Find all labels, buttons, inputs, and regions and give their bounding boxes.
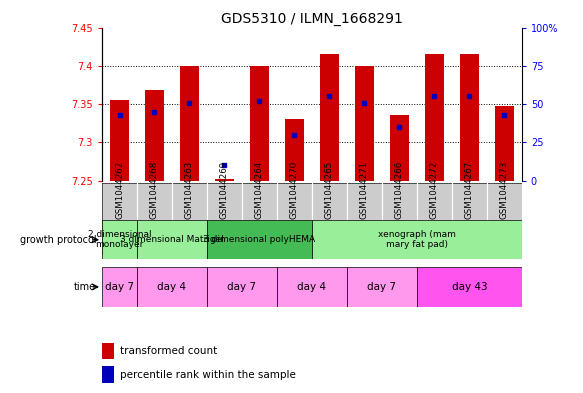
Text: day 7: day 7 — [105, 282, 134, 292]
Text: GSM1044273: GSM1044273 — [500, 161, 509, 219]
Text: GSM1044263: GSM1044263 — [185, 161, 194, 219]
Bar — [277, 267, 347, 307]
Text: GSM1044271: GSM1044271 — [360, 161, 369, 219]
Bar — [180, 66, 199, 181]
Bar — [215, 179, 234, 181]
Text: GSM1044266: GSM1044266 — [395, 161, 404, 219]
Bar — [285, 119, 304, 181]
Text: day 4: day 4 — [297, 282, 326, 292]
Text: transformed count: transformed count — [120, 346, 217, 356]
Bar — [347, 183, 382, 255]
Text: GSM1044272: GSM1044272 — [430, 161, 439, 219]
Bar — [459, 54, 479, 181]
Text: day 7: day 7 — [367, 282, 396, 292]
Text: 2 dimensional
monolayer: 2 dimensional monolayer — [87, 230, 152, 250]
Bar — [102, 183, 137, 255]
Bar — [277, 183, 312, 255]
Bar — [172, 183, 207, 255]
Text: 3 dimensional Matrigel: 3 dimensional Matrigel — [120, 235, 224, 244]
Text: day 43: day 43 — [451, 282, 487, 292]
Text: day 7: day 7 — [227, 282, 257, 292]
Bar — [312, 183, 347, 255]
Text: time: time — [74, 282, 96, 292]
Text: day 4: day 4 — [157, 282, 187, 292]
Bar — [452, 183, 487, 255]
Bar — [319, 54, 339, 181]
Bar — [102, 267, 137, 307]
Text: growth protocol: growth protocol — [20, 235, 96, 245]
Bar — [312, 220, 522, 259]
Text: GSM1044270: GSM1044270 — [290, 161, 299, 219]
Bar — [102, 343, 114, 359]
Bar — [137, 220, 207, 259]
Bar — [145, 90, 164, 181]
Bar — [102, 220, 137, 259]
Bar — [347, 267, 417, 307]
Bar — [494, 107, 514, 181]
Text: GSM1044267: GSM1044267 — [465, 161, 474, 219]
Bar — [417, 267, 522, 307]
Text: xenograph (mam
mary fat pad): xenograph (mam mary fat pad) — [378, 230, 456, 250]
Bar — [487, 183, 522, 255]
Bar — [207, 220, 312, 259]
Bar — [207, 183, 242, 255]
Text: GSM1044262: GSM1044262 — [115, 161, 124, 219]
Text: GSM1044264: GSM1044264 — [255, 161, 264, 219]
Bar — [250, 66, 269, 181]
Title: GDS5310 / ILMN_1668291: GDS5310 / ILMN_1668291 — [221, 13, 403, 26]
Text: 3 dimensional polyHEMA: 3 dimensional polyHEMA — [203, 235, 315, 244]
Text: GSM1044268: GSM1044268 — [150, 161, 159, 219]
Bar — [417, 183, 452, 255]
Bar — [102, 366, 114, 383]
Bar — [424, 54, 444, 181]
Bar — [207, 267, 277, 307]
Bar — [354, 66, 374, 181]
Bar — [242, 183, 277, 255]
Bar — [110, 100, 129, 181]
Text: GSM1044269: GSM1044269 — [220, 161, 229, 219]
Bar — [137, 267, 207, 307]
Bar — [382, 183, 417, 255]
Bar — [137, 183, 172, 255]
Text: GSM1044265: GSM1044265 — [325, 161, 334, 219]
Text: percentile rank within the sample: percentile rank within the sample — [120, 370, 296, 380]
Bar — [389, 115, 409, 181]
